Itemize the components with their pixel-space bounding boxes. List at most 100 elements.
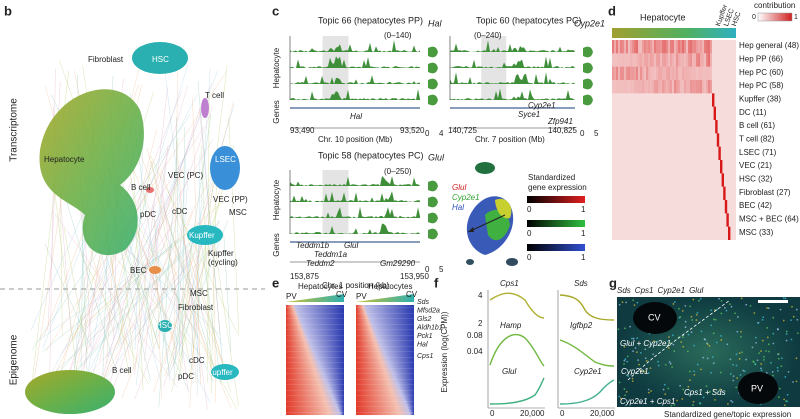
cell-dot <box>730 399 732 402</box>
heat-row <box>286 365 344 369</box>
cell-dot <box>708 345 711 347</box>
cell-label: Kupffer <box>189 231 215 240</box>
violin <box>428 94 438 106</box>
umap-gene: Hal <box>452 203 464 212</box>
cell-dot <box>657 364 660 367</box>
link-line <box>108 241 219 357</box>
heat-cell <box>686 40 688 54</box>
violin <box>428 46 438 58</box>
axis-label: Hepatocyte <box>272 47 281 88</box>
gene-label: Cps1 <box>500 279 519 288</box>
gradient-wedge <box>286 294 344 302</box>
cell-dot <box>689 379 691 382</box>
coverage <box>290 89 420 100</box>
heat-row <box>356 365 414 369</box>
heat-row <box>356 354 414 358</box>
cell-dot <box>754 363 757 366</box>
heat-cell <box>684 40 686 54</box>
cell-dot <box>632 350 634 353</box>
heat-cell <box>622 80 624 94</box>
track-title: Topic 58 (hepatocytes PC) <box>318 150 424 160</box>
heat-cell <box>620 40 622 54</box>
heat-cell <box>698 66 700 80</box>
link-line <box>45 145 171 392</box>
violin <box>428 212 438 224</box>
heat-cell <box>680 40 682 54</box>
cell-dot <box>687 333 690 336</box>
cell-dot <box>689 305 692 308</box>
heat-cell <box>720 160 723 174</box>
heat-cell <box>672 53 674 67</box>
annotation: Cyp2e1 + Cps1 <box>620 397 675 406</box>
heat-cell <box>642 53 644 67</box>
cell-dot <box>792 315 795 318</box>
cell-dot <box>763 355 765 358</box>
heat-cell <box>624 53 626 67</box>
violin-tick: 5 <box>594 129 599 138</box>
heat-cell <box>666 80 668 94</box>
heat-row <box>286 313 344 317</box>
gene-label: Cyp2e1 <box>528 101 556 110</box>
cell-dot <box>778 387 781 390</box>
cell-dot <box>682 345 685 348</box>
cell-dot <box>672 343 675 346</box>
heat-row <box>356 373 414 377</box>
heat-row <box>356 382 414 385</box>
heat-cell <box>680 53 682 67</box>
cell-dot <box>792 381 794 383</box>
heat-cell <box>644 66 646 80</box>
y-tick: 2 <box>478 319 483 328</box>
heat-cell <box>690 53 692 67</box>
link-line <box>153 169 227 393</box>
heat-row <box>286 354 344 358</box>
legend-entry: Cyp2e1 <box>657 286 685 295</box>
violin <box>428 228 438 240</box>
x-tick: 93,520 <box>400 126 425 135</box>
colorbar-tick: 1 <box>794 14 798 21</box>
header: Hepatocytes <box>368 282 412 291</box>
x-tick: 0 <box>490 409 495 418</box>
heat-cell <box>706 80 708 94</box>
violin-tick: 5 <box>439 265 444 274</box>
cell-dot <box>782 297 785 299</box>
colorbar-tick: 1 <box>581 205 586 214</box>
heat-cell <box>634 80 636 94</box>
heat-cell <box>636 66 638 80</box>
heat-row <box>286 318 344 322</box>
cell-dot <box>692 400 695 403</box>
heat-row <box>286 338 344 341</box>
heat-cell <box>715 120 718 134</box>
heat-row <box>286 360 344 363</box>
heat-row <box>356 387 414 391</box>
heat-cell <box>694 80 696 94</box>
link-line <box>163 207 218 377</box>
heat-row <box>356 327 414 330</box>
cell-dot <box>796 332 799 335</box>
heat-cell <box>660 40 662 54</box>
cell-label: Fibroblast <box>178 303 214 312</box>
topic-label: Hep PC (60) <box>739 68 784 77</box>
link-line <box>162 103 235 342</box>
heat-cell <box>676 53 678 67</box>
cell-dot <box>725 309 728 312</box>
panel-label: e <box>272 275 279 290</box>
cell-dot <box>776 366 779 369</box>
gene-label: Syce1 <box>518 110 540 119</box>
link-line <box>66 239 177 348</box>
heat-cell <box>666 40 668 54</box>
micrograph-texture <box>617 297 799 407</box>
cell-dot <box>698 299 700 302</box>
cell-dot <box>618 303 621 306</box>
heat-cell <box>614 40 616 54</box>
coverage <box>290 75 420 84</box>
heat-row <box>356 371 414 374</box>
cell-dot <box>673 350 676 353</box>
cell-dot <box>761 318 764 321</box>
cell-dot <box>621 301 624 304</box>
cell-label: B cell <box>131 183 151 192</box>
heat-cell <box>624 40 626 54</box>
heat-cell <box>660 53 662 67</box>
heat-cell <box>712 93 715 107</box>
heat-cell <box>638 80 640 94</box>
cell-dot <box>795 308 798 311</box>
